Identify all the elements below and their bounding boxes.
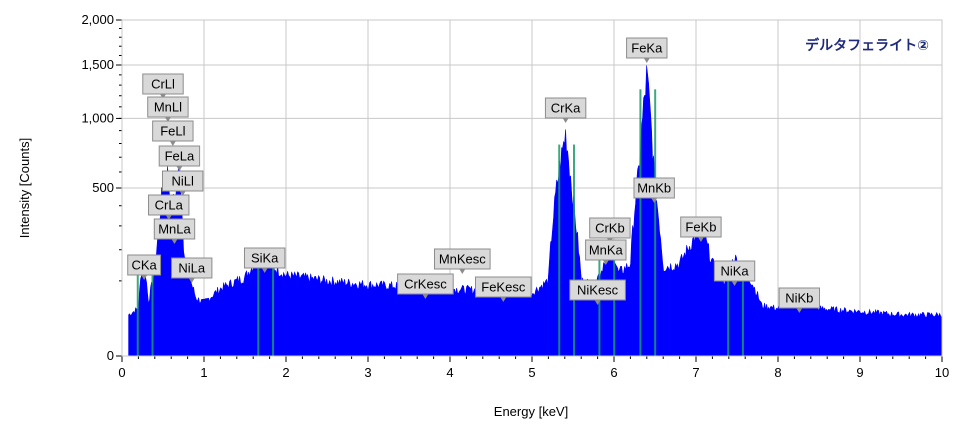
- peak-label-pointer: [261, 268, 268, 273]
- peak-label-crka: CrKa: [544, 97, 587, 123]
- peak-label-text: SiKa: [251, 251, 279, 266]
- peak-label-fela: FeLa: [158, 145, 201, 171]
- roi-marker: [741, 263, 744, 356]
- peak-label-pointer: [165, 215, 172, 220]
- peak-label-fell: FeLl: [152, 120, 194, 146]
- spectrum: [128, 65, 943, 357]
- roi-marker: [558, 144, 561, 356]
- peak-label-pointer: [164, 117, 171, 122]
- peak-label-mnla: MnLa: [153, 218, 196, 244]
- peak-label-pointer: [179, 191, 186, 196]
- peak-label-text: NiKa: [720, 264, 749, 279]
- peak-label-pointer: [169, 141, 176, 146]
- peak-label-feka: FeKa: [626, 37, 668, 63]
- peak-label-crkesc: CrKesc: [397, 273, 454, 299]
- roi-marker: [257, 255, 260, 356]
- peak-label-text: MnKa: [589, 243, 624, 258]
- peak-label-mnkesc: MnKesc: [434, 248, 491, 274]
- peak-label-text: FeLl: [160, 124, 185, 139]
- roi-marker: [727, 263, 730, 356]
- peak-label-pointer: [176, 166, 183, 171]
- peak-label-pointer: [422, 294, 429, 299]
- peak-label-nikb: NiKb: [778, 287, 821, 313]
- peak-label-mnkb: MnKb: [633, 177, 675, 203]
- x-tick-label: 1: [200, 365, 207, 380]
- roi-marker: [598, 259, 601, 356]
- peak-label-cka: CKa: [127, 254, 162, 280]
- peak-label-pointer: [643, 58, 650, 63]
- roi-marker: [573, 144, 575, 356]
- x-tick-label: 7: [692, 365, 699, 380]
- x-tick-label: 8: [774, 365, 781, 380]
- peak-label-sika: SiKa: [243, 247, 286, 273]
- peak-label-pointer: [796, 308, 803, 313]
- x-tick-label: 10: [935, 365, 949, 380]
- peak-label-pointer: [141, 275, 148, 280]
- y-tick-label: 1,500: [81, 57, 114, 72]
- peak-label-text: CrLl: [151, 77, 175, 92]
- peak-label-fekb: FeKb: [680, 216, 722, 242]
- peak-label-pointer: [188, 278, 195, 283]
- axes: 0 1 2 3 4 5 6 7 8 9 10 0 500 1,000 1,500 2,000: [81, 12, 949, 380]
- peak-label-pointer: [459, 269, 466, 274]
- peak-label-text: NiKb: [785, 291, 813, 306]
- peak-label-pointer: [731, 281, 738, 286]
- peak-label-nika: NiKa: [713, 260, 756, 286]
- y-tick-label: 1,000: [81, 110, 114, 125]
- x-tick-label: 9: [856, 365, 863, 380]
- peak-label-pointer: [562, 118, 569, 123]
- peak-label-mnll: MnLl: [147, 96, 189, 122]
- plot-border: [121, 19, 943, 357]
- peak-label-text: FeKa: [631, 41, 663, 56]
- peak-label-text: FeLa: [165, 149, 195, 164]
- peak-label-pointer: [602, 260, 609, 265]
- peak-labels: CrLl MnLl FeLl FeLa NiLl CrLa MnLa CKa NiLa SiKa C…: [127, 37, 821, 313]
- peak-label-text: CrKb: [595, 221, 625, 236]
- x-tick-label: 6: [610, 365, 617, 380]
- peak-label-text: MnKb: [637, 181, 671, 196]
- peak-label-text: CrKesc: [404, 277, 447, 292]
- peak-label-pointer: [171, 239, 178, 244]
- peak-label-mnka: MnKa: [585, 239, 627, 265]
- x-tick-label: 4: [446, 365, 453, 380]
- peak-label-crkb: CrKb: [589, 217, 631, 243]
- roi-marker: [136, 266, 139, 356]
- peak-label-pointer: [651, 198, 658, 203]
- peak-label-text: CrKa: [551, 101, 581, 116]
- roi-marker: [613, 259, 616, 356]
- peak-label-nill: NiLl: [161, 170, 204, 196]
- peak-label-text: FeKb: [685, 220, 716, 235]
- x-tick-label: 3: [364, 365, 371, 380]
- roi-marker: [151, 266, 154, 356]
- roi-marker: [272, 255, 275, 356]
- peak-label-text: MnKesc: [439, 252, 486, 267]
- peak-label-crla: CrLa: [148, 194, 190, 220]
- peak-label-nila: NiLa: [171, 257, 213, 283]
- chart-title: デルタフェライト②: [805, 37, 929, 54]
- peak-label-fekesc: FeKesc: [475, 276, 532, 302]
- x-tick-label: 0: [118, 365, 125, 380]
- y-tick-label: 500: [92, 180, 114, 195]
- peak-label-text: NiKesc: [577, 283, 619, 298]
- peak-label-text: CKa: [131, 258, 157, 273]
- peak-label-text: FeKesc: [481, 280, 526, 295]
- x-tick-label: 2: [282, 365, 289, 380]
- x-axis-title: Energy [keV]: [494, 404, 568, 419]
- x-tick-label: 5: [528, 365, 535, 380]
- peak-label-text: NiLa: [178, 261, 206, 276]
- peak-label-nikesc: NiKesc: [569, 279, 626, 305]
- y-axis-title: Intensity [Counts]: [17, 138, 32, 238]
- peak-label-text: MnLa: [158, 222, 191, 237]
- roi-marker: [639, 89, 642, 357]
- peak-label-text: CrLa: [155, 198, 184, 213]
- peak-label-pointer: [500, 297, 507, 302]
- roi-marker: [654, 89, 657, 357]
- y-tick-label: 0: [107, 348, 114, 363]
- peak-label-text: MnLl: [154, 100, 182, 115]
- peak-label-text: NiLl: [171, 174, 194, 189]
- peak-label-pointer: [594, 300, 601, 305]
- y-tick-label: 2,000: [81, 12, 114, 27]
- peak-label-pointer: [697, 237, 704, 242]
